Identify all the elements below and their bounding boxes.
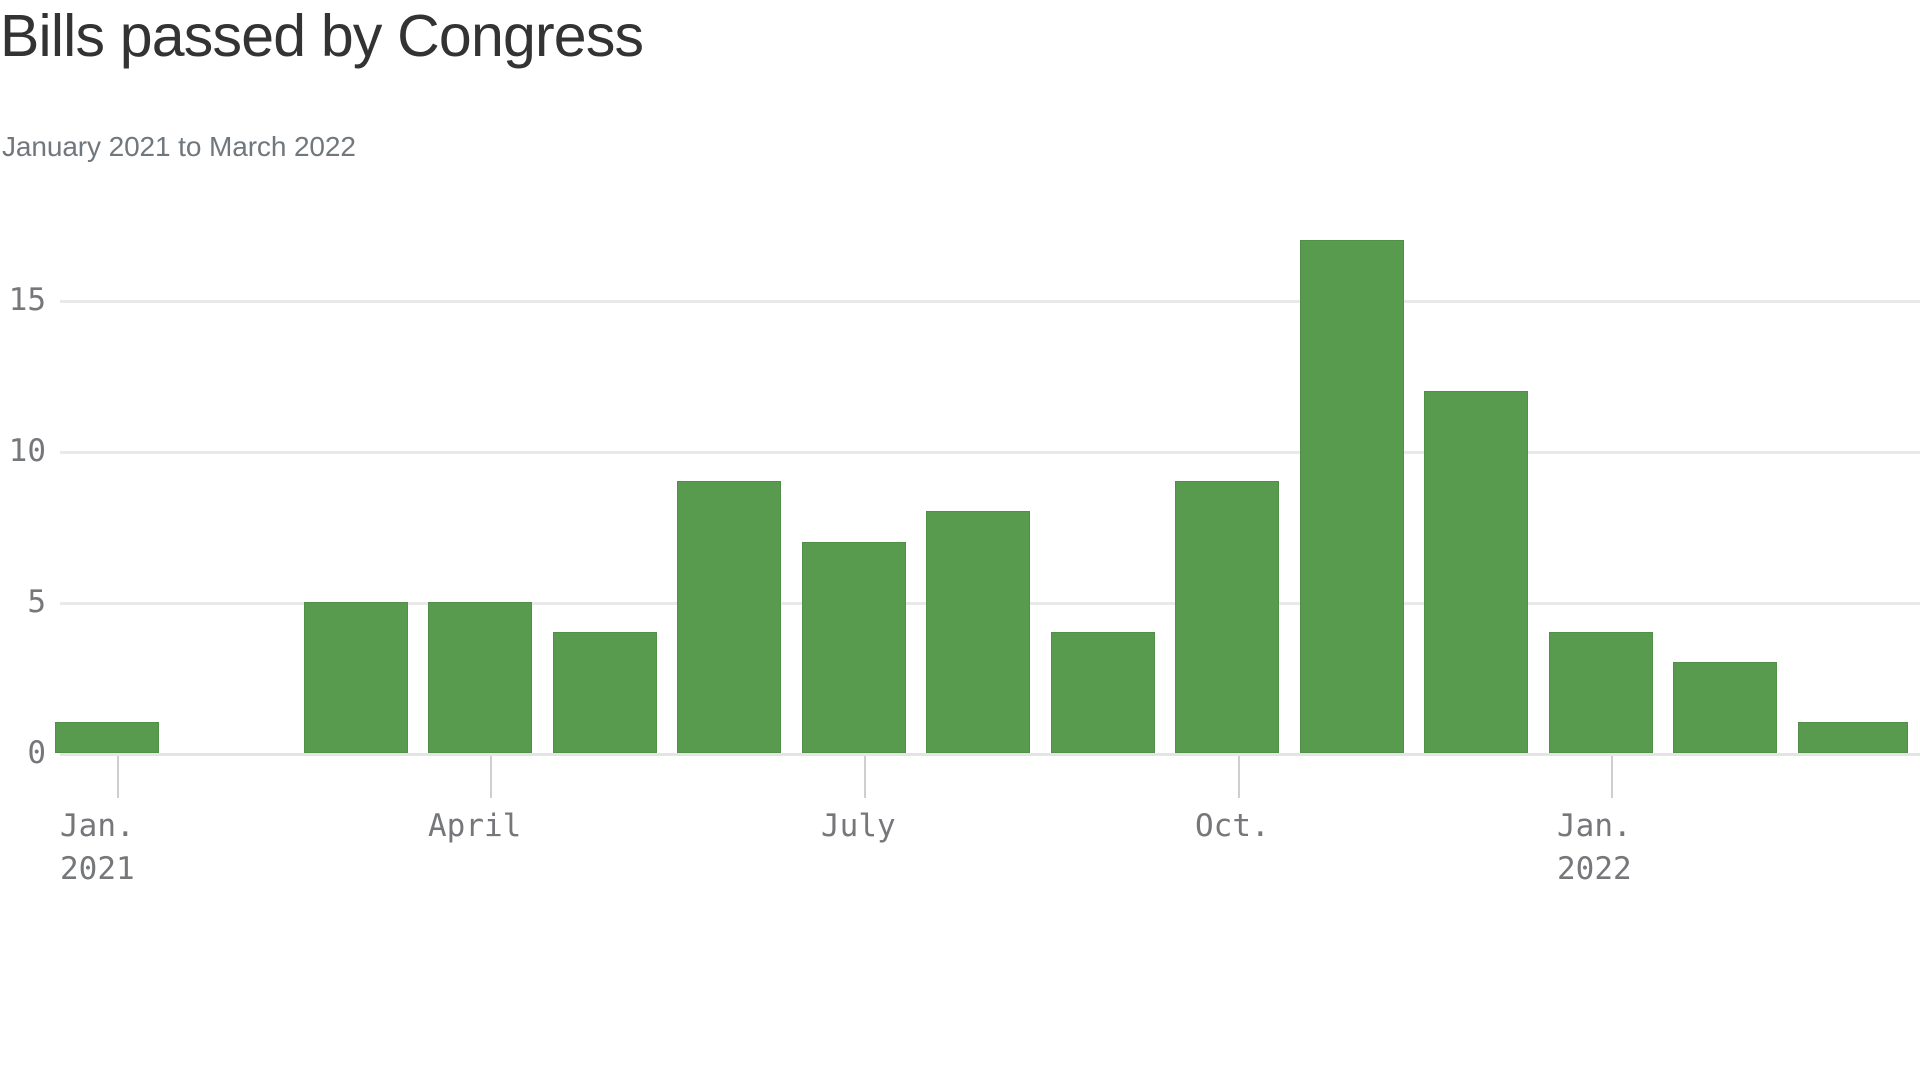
y-axis-tick-0: 0 <box>27 735 46 771</box>
gridline-10 <box>60 451 1920 454</box>
y-axis-tick-15: 15 <box>8 282 46 318</box>
x-axis-tickmark-oct <box>1238 756 1240 798</box>
x-axis-tickmark-jan-2022 <box>1611 756 1613 798</box>
bar-jan-2022[interactable] <box>1549 632 1653 753</box>
x-axis-label-jan-2022-month: Jan. <box>1557 808 1632 844</box>
bar-nov-2021[interactable] <box>1300 240 1404 753</box>
x-axis-label-april: April <box>428 808 522 844</box>
y-axis-tick-10: 10 <box>8 433 46 469</box>
chart-subtitle: January 2021 to March 2022 <box>2 131 356 162</box>
x-axis-label-jan-2021-month: Jan. <box>60 808 135 844</box>
x-axis-label-july: July <box>821 808 896 844</box>
bar-july-2021[interactable] <box>802 542 906 753</box>
bar-oct-2021[interactable] <box>1175 481 1279 753</box>
x-axis-label-jan-2021-year: 2021 <box>60 851 135 887</box>
gridline-0-baseline <box>60 753 1920 756</box>
bar-jan-2021[interactable] <box>55 722 159 753</box>
bar-march-2021[interactable] <box>304 602 408 753</box>
x-axis-tickmark-july <box>864 756 866 798</box>
bar-june-2021[interactable] <box>677 481 781 753</box>
gridline-15 <box>60 300 1920 303</box>
page-title: Bills passed by Congress <box>0 3 644 69</box>
x-axis-tickmark-april <box>490 756 492 798</box>
bar-april-2021[interactable] <box>428 602 532 753</box>
x-axis-label-jan-2022-year: 2022 <box>1557 851 1632 887</box>
bar-feb-2022[interactable] <box>1673 662 1777 753</box>
y-axis-tick-5: 5 <box>27 584 46 620</box>
bar-aug-2021[interactable] <box>926 511 1030 753</box>
x-axis-tickmark-jan-2021 <box>117 756 119 798</box>
bar-march-2022[interactable] <box>1798 722 1908 753</box>
x-axis-label-oct: Oct. <box>1195 808 1270 844</box>
bar-may-2021[interactable] <box>553 632 657 753</box>
bar-dec-2021[interactable] <box>1424 391 1528 753</box>
bar-sept-2021[interactable] <box>1051 632 1155 753</box>
